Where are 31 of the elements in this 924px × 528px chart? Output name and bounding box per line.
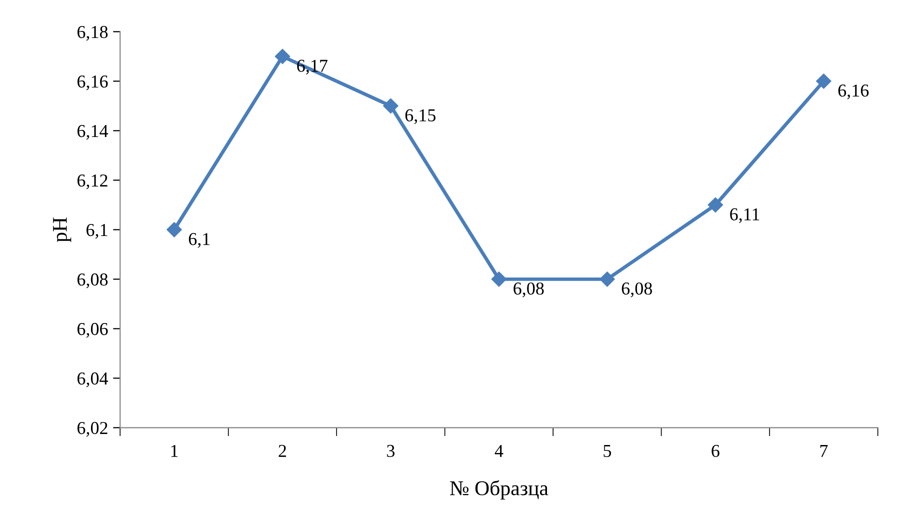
point xyxy=(708,197,724,212)
y-tick-label: 6,18 xyxy=(77,26,108,41)
y-tick-label: 6,14 xyxy=(77,124,108,140)
y-tick-label: 6,08 xyxy=(77,273,108,288)
y-axis-title: pH xyxy=(53,218,72,242)
x-tick-label: 7 xyxy=(820,445,828,457)
y-tick-label: 6,06 xyxy=(77,322,108,338)
point xyxy=(600,272,615,287)
point xyxy=(383,98,398,114)
x-tick-label: 1 xyxy=(171,444,178,457)
x-tick-label: 2 xyxy=(278,444,286,457)
x-tick-label: 6 xyxy=(712,444,720,458)
x-tick-label: 3 xyxy=(387,444,395,458)
data-label: 6,15 xyxy=(405,109,436,124)
point xyxy=(274,48,290,64)
point xyxy=(166,222,182,238)
x-axis-title: № Образца xyxy=(450,480,548,500)
point xyxy=(816,74,832,89)
y-tick-label: 6,02 xyxy=(77,422,108,437)
data-label: 6,11 xyxy=(730,208,760,224)
data-label: 6,08 xyxy=(622,282,652,298)
data-label: 6,16 xyxy=(838,84,869,100)
data-label: 6,1 xyxy=(188,233,210,248)
x-tick-label: 5 xyxy=(604,445,612,458)
x-tick-label: 4 xyxy=(494,444,504,457)
y-tick-label: 6,1 xyxy=(86,224,108,239)
point xyxy=(491,272,507,287)
data-label: 6,08 xyxy=(514,282,544,298)
y-tick-label: 6,12 xyxy=(77,174,108,190)
y-tick-label: 6,16 xyxy=(77,75,108,90)
y-tick-label: 6,04 xyxy=(77,372,108,388)
